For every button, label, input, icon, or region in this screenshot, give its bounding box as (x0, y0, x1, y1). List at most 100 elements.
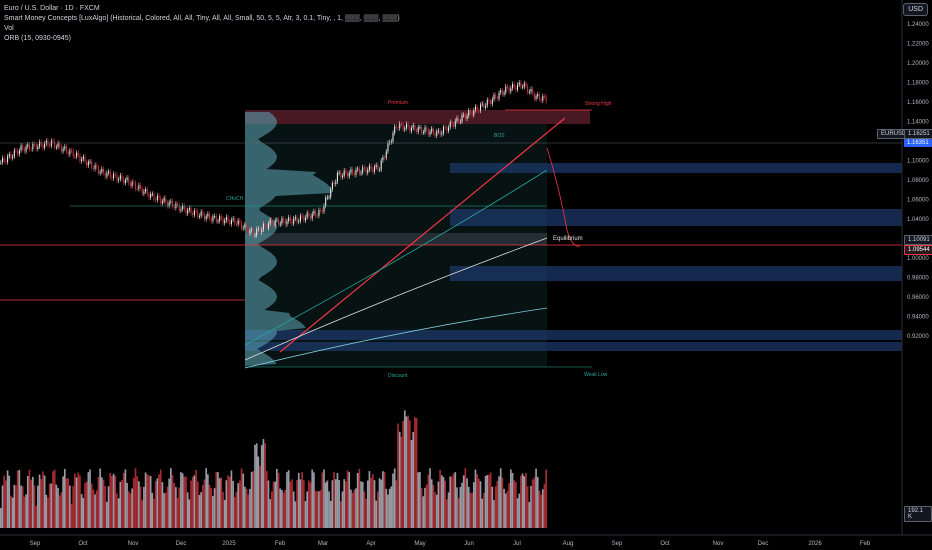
candle-body (402, 124, 404, 130)
price-tick-label: 1.14000 (907, 120, 929, 126)
candle-body (197, 211, 199, 217)
volume-bar (95, 490, 98, 528)
volume-bar (200, 492, 202, 528)
volume-bar (414, 417, 416, 528)
candle-body (266, 225, 268, 229)
candle-body (247, 228, 249, 234)
volume-bar (158, 474, 160, 528)
volume-bar (148, 475, 150, 528)
candle-body (485, 105, 487, 108)
volume-bar (139, 486, 142, 528)
candle-body (84, 156, 86, 162)
candle-body (264, 223, 266, 226)
volume-bar (175, 487, 177, 528)
candle-body (106, 172, 108, 177)
volume-bar (163, 493, 165, 528)
ma-fast (244, 169, 548, 346)
volume-bar (141, 499, 144, 528)
equilibrium-label: Equilibrium (553, 236, 583, 242)
candle-body (102, 168, 105, 173)
volume-bar (205, 468, 208, 528)
volume-bar (218, 478, 221, 528)
volume-bar (432, 485, 435, 528)
candle-body (532, 88, 534, 94)
volume-bar (513, 480, 516, 528)
volume-bar (319, 490, 322, 528)
volume-bar (222, 491, 224, 528)
volume-bar (178, 487, 181, 528)
volume-bar (57, 487, 59, 528)
volume-bar (18, 470, 21, 528)
volume-bar (533, 477, 536, 528)
volume-bar (249, 488, 251, 528)
volume-bar (353, 489, 356, 528)
volume-bar (442, 477, 445, 528)
volume-bar (114, 475, 117, 528)
candle-body (387, 142, 389, 152)
volume-bar (121, 479, 123, 528)
ma-slow (244, 307, 548, 369)
volume-bar (491, 486, 494, 528)
candle-body (335, 181, 337, 185)
candle-body (193, 210, 195, 216)
candle-body (202, 211, 204, 215)
volume-bar (424, 487, 426, 528)
candle-body (439, 130, 441, 135)
volume-bar (383, 471, 386, 528)
candle-body (353, 173, 355, 175)
indicator-vol[interactable]: Vol (4, 25, 14, 32)
volume-bar (419, 471, 421, 528)
volume-bar (207, 474, 209, 528)
candle-body (168, 202, 170, 207)
volume-bar (45, 494, 48, 528)
candle-body (123, 178, 125, 184)
volume-bar (530, 485, 532, 528)
volume-bar (42, 471, 44, 528)
volume-bar (363, 491, 366, 528)
candle-body (272, 223, 275, 226)
volume-bar (20, 485, 22, 528)
candle-body (330, 189, 332, 198)
currency-button[interactable]: USD (903, 3, 928, 16)
candle-body (375, 164, 377, 167)
volume-bar (233, 497, 236, 528)
candle-body (166, 202, 169, 207)
volume-bar (361, 481, 364, 528)
candle-body (97, 167, 100, 174)
candle-body (449, 122, 451, 128)
candle-body (96, 164, 98, 168)
volume-bar (6, 470, 9, 528)
volume-bar (289, 481, 292, 528)
volume-bar (440, 475, 443, 528)
candle-body (200, 211, 202, 216)
equilibrium-zone (245, 233, 547, 245)
volume-bar (48, 483, 51, 528)
indicator-smc[interactable]: Smart Money Concepts [LuxAlgo] (Historic… (4, 15, 400, 22)
candle-body (540, 99, 542, 101)
candle-body (119, 175, 121, 180)
symbol-title[interactable]: Euro / U.S. Dollar · 1D · FXCM (4, 5, 100, 12)
candle-body (244, 224, 246, 228)
price-tick-label: 1.06000 (907, 198, 929, 204)
volume-bar (329, 500, 332, 528)
candle-body (262, 223, 264, 230)
candle-body (409, 126, 411, 132)
candle-body (69, 150, 71, 155)
volume-bar (489, 472, 492, 528)
candle-body (520, 82, 522, 88)
candle-body (261, 229, 263, 233)
volume-bar (454, 472, 457, 528)
candle-body (323, 205, 325, 212)
candle-body (44, 143, 46, 148)
candle-body (22, 145, 24, 149)
volume-bar (380, 479, 383, 528)
candle-body (160, 197, 162, 204)
candle-body (468, 110, 470, 116)
indicator-orb[interactable]: ORB (15, 0930-0945) (4, 35, 71, 42)
volume-bar (156, 478, 159, 528)
volume-bar (85, 481, 88, 528)
volume-bar (225, 480, 228, 528)
candle-body (50, 140, 52, 147)
volume-bar (58, 495, 61, 528)
